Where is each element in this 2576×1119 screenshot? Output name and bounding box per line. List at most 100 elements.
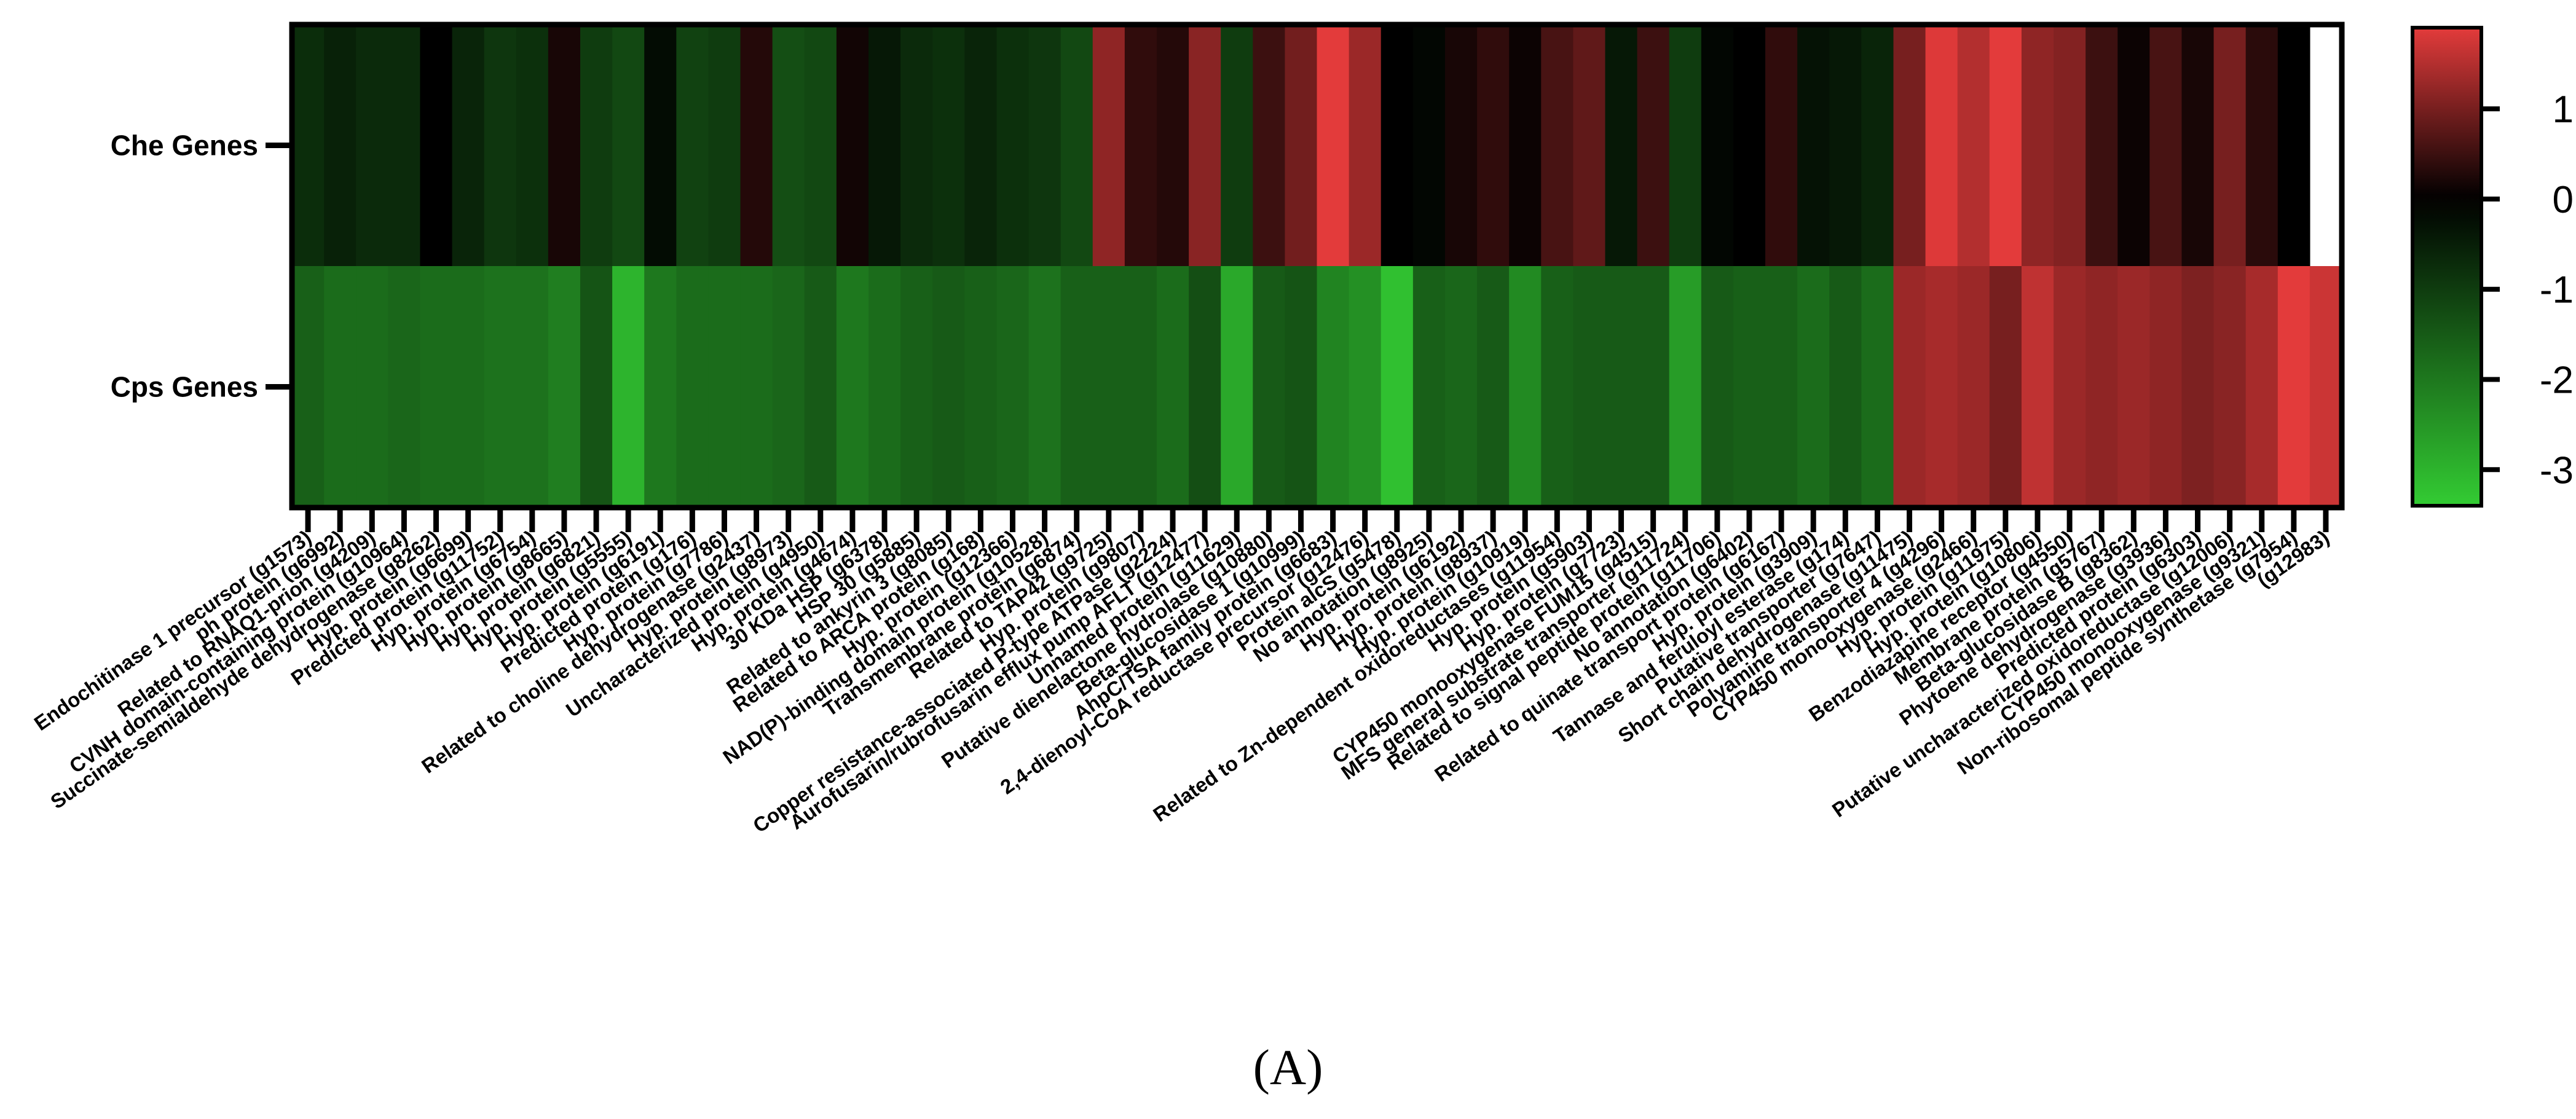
heatmap-cell <box>2277 25 2310 267</box>
row-labels: Che Genes Cps Genes <box>111 130 292 403</box>
heatmap-cell <box>1285 266 1318 508</box>
heatmap-cell <box>1028 25 1062 267</box>
heatmap-cell <box>1829 266 1862 508</box>
heatmap-cell <box>1605 266 1638 508</box>
heatmap-cell <box>292 266 325 508</box>
heatmap-cell <box>1412 25 1446 267</box>
heatmap-cell <box>964 25 998 267</box>
heatmap-cell <box>2117 266 2150 508</box>
heatmap-cell <box>1060 25 1093 267</box>
heatmap-cell <box>2149 25 2183 267</box>
heatmap-cell <box>836 266 869 508</box>
heatmap-cell <box>1349 266 1382 508</box>
heatmap-cell <box>2213 25 2247 267</box>
heatmap-cell <box>1765 266 1798 508</box>
heatmap-cell <box>1573 266 1606 508</box>
heatmap-cell <box>1637 25 1670 267</box>
heatmap-cell <box>2149 266 2183 508</box>
heatmap-cell <box>1861 266 1894 508</box>
column-ticks <box>305 508 2329 532</box>
heatmap-cell <box>516 266 549 508</box>
heatmap-cell <box>1028 266 1062 508</box>
heatmap-cell <box>1253 266 1285 508</box>
heatmap-cells <box>292 25 2342 508</box>
heatmap-cell <box>1861 25 1894 267</box>
colorbar-ticks: 1 0 -1 -2 -3 <box>2481 88 2574 492</box>
heatmap-cell <box>1189 266 1221 508</box>
heatmap-cell <box>900 266 933 508</box>
heatmap-cell <box>644 266 677 508</box>
heatmap-cell <box>1893 266 1926 508</box>
heatmap-cell <box>388 266 421 508</box>
heatmap-cell <box>1989 25 2022 267</box>
heatmap-cell <box>1349 25 1382 267</box>
heatmap-cell <box>612 266 645 508</box>
heatmap-cell <box>1605 25 1638 267</box>
heatmap-cell <box>2213 266 2247 508</box>
heatmap-cell <box>1285 25 1318 267</box>
figure-caption: (A) <box>1253 1039 1323 1095</box>
heatmap-cell <box>356 25 388 267</box>
colorbar-tick-label: -3 <box>2540 449 2574 492</box>
colorbar-tick-label: -1 <box>2540 269 2574 312</box>
heatmap-cell <box>1317 266 1350 508</box>
heatmap-cell <box>2054 266 2086 508</box>
heatmap-cell <box>516 25 549 267</box>
heatmap-cell <box>1701 266 1734 508</box>
heatmap-cell <box>580 25 613 267</box>
heatmap-cell <box>1317 25 1350 267</box>
heatmap-cell <box>836 25 869 267</box>
heatmap-cell <box>708 266 741 508</box>
heatmap-cell <box>420 266 453 508</box>
heatmap-cell <box>1541 266 1574 508</box>
heatmap-cell <box>1509 266 1542 508</box>
heatmap-cell <box>1221 25 1253 267</box>
heatmap-cell <box>1509 25 1542 267</box>
heatmap-cell <box>1669 266 1702 508</box>
colorbar-tick-label: 1 <box>2553 88 2574 131</box>
row-label: Cps Genes <box>111 371 258 403</box>
heatmap-cell <box>1701 25 1734 267</box>
heatmap-cell <box>644 25 677 267</box>
heatmap-cell <box>868 25 901 267</box>
heatmap-cell <box>900 25 933 267</box>
heatmap-cell <box>2309 266 2342 508</box>
heatmap-cell <box>2054 25 2086 267</box>
heatmap-cell <box>1156 25 1189 267</box>
heatmap-cell <box>1925 25 1958 267</box>
heatmap-cell <box>580 266 613 508</box>
heatmap-border <box>289 22 2345 511</box>
heatmap-cell <box>292 25 325 267</box>
heatmap-cell <box>1221 266 1253 508</box>
heatmap-cell <box>1092 266 1125 508</box>
heatmap-cell <box>996 266 1030 508</box>
heatmap-cell <box>1733 25 1766 267</box>
heatmap-cell <box>1444 25 1478 267</box>
heatmap-cell <box>740 266 773 508</box>
heatmap-cell <box>2245 25 2279 267</box>
heatmap-cell <box>964 266 998 508</box>
heatmap-cell <box>1541 25 1574 267</box>
heatmap-cell <box>1893 25 1926 267</box>
heatmap-cell <box>676 266 709 508</box>
heatmap-cell <box>1669 25 1702 267</box>
heatmap-cell <box>1381 266 1414 508</box>
heatmap-cell <box>772 25 805 267</box>
heatmap-cell <box>740 25 773 267</box>
heatmap-cell <box>1381 25 1414 267</box>
heatmap-cell <box>1412 266 1446 508</box>
heatmap-cell <box>452 266 485 508</box>
heatmap-cell <box>932 25 965 267</box>
column-label: CVNH domain-containing protein (g10964) <box>65 525 411 777</box>
heatmap-cell <box>2021 25 2054 267</box>
heatmap-cell <box>452 25 485 267</box>
heatmap-cell <box>1124 266 1157 508</box>
heatmap-cell <box>548 25 581 267</box>
heatmap-cell <box>484 25 517 267</box>
heatmap-cell <box>1444 266 1478 508</box>
heatmap-cell <box>484 266 517 508</box>
heatmap-cell <box>1060 266 1093 508</box>
heatmap-cell <box>420 25 453 267</box>
heatmap-cell <box>2277 266 2310 508</box>
heatmap-cell <box>868 266 901 508</box>
